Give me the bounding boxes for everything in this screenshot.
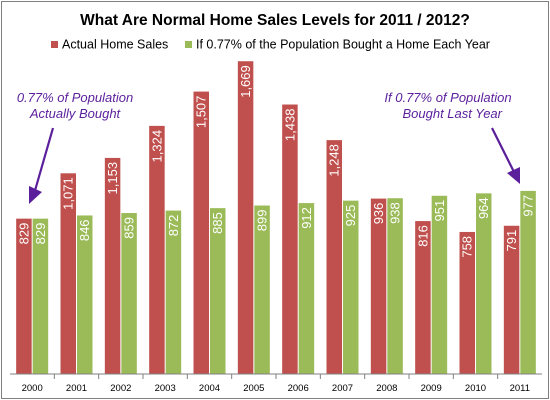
bar-label-actual-sales: 1,071: [61, 177, 76, 210]
legend-label-actual: Actual Home Sales: [62, 38, 168, 52]
bar-label-population-rate: 977: [521, 195, 536, 217]
bar-label-population-rate: 912: [299, 207, 314, 229]
bar-population-rate: [387, 198, 403, 374]
bar-label-population-rate: 899: [255, 210, 270, 232]
legend: Actual Home Sales If 0.77% of the Popula…: [51, 38, 490, 52]
bar-population-rate: [298, 203, 315, 374]
bar-population-rate: [254, 205, 270, 374]
bar-label-actual-sales: 936: [371, 203, 386, 225]
bar-population-rate: [476, 193, 492, 374]
bar-label-actual-sales: 1,438: [282, 109, 297, 142]
x-tick-label: 2011: [510, 383, 530, 394]
bar-label-actual-sales: 1,248: [327, 144, 342, 177]
bars-group: [16, 61, 536, 375]
x-ticks-group: 2000 2001 2002 2003 2004 2005 2006 2007 2008 2009…: [22, 374, 530, 394]
bar-label-population-rate: 951: [432, 200, 447, 222]
bar-label-actual-sales: 758: [460, 236, 475, 258]
bar-population-rate: [520, 190, 536, 374]
x-tick-label: 2005: [243, 383, 264, 394]
bar-label-population-rate: 964: [476, 197, 491, 219]
legend-swatch-population: [185, 41, 192, 48]
annotation-left-line-2: Actually Bought: [29, 106, 122, 121]
legend-swatch-actual: [51, 41, 58, 48]
bar-population-rate: [32, 218, 49, 374]
annotation-left-line-1: 0.77% of Population: [17, 90, 133, 105]
bar-actual-sales: [104, 157, 121, 374]
x-tick-label: 2008: [376, 383, 397, 394]
bar-label-population-rate: 846: [77, 219, 92, 241]
bar-label-actual-sales: 1,669: [238, 65, 253, 98]
bar-label-population-rate: 859: [122, 217, 137, 239]
bar-label-actual-sales: 829: [16, 223, 31, 245]
bar-actual-sales: [193, 91, 209, 375]
bar-actual-sales: [237, 61, 254, 374]
bar-label-actual-sales: 1,507: [194, 96, 209, 129]
chart-title: What Are Normal Home Sales Levels for 20…: [80, 12, 470, 29]
annotation-right-line-2: Bought Last Year: [402, 106, 502, 121]
bar-actual-sales: [326, 140, 342, 374]
x-tick-label: 2003: [155, 383, 176, 394]
bar-label-population-rate: 885: [210, 212, 225, 234]
bar-label-population-rate: 829: [33, 223, 48, 245]
bar-label-population-rate: 925: [343, 205, 358, 227]
bar-actual-sales: [60, 173, 76, 374]
bar-actual-sales: [370, 198, 387, 374]
x-tick-label: 2001: [66, 383, 87, 394]
bar-population-rate: [121, 213, 137, 374]
bar-label-population-rate: 938: [388, 202, 403, 224]
bar-actual-sales: [16, 218, 32, 374]
x-tick-label: 2002: [110, 383, 131, 394]
x-tick-label: 2009: [421, 383, 442, 394]
annotation-right-arrow: [491, 127, 520, 184]
bar-actual-sales: [149, 125, 165, 374]
bar-population-rate: [77, 215, 93, 374]
bar-actual-sales: [503, 225, 520, 374]
x-tick-label: 2007: [332, 383, 353, 394]
bar-label-actual-sales: 791: [504, 230, 519, 252]
bar-label-actual-sales: 1,153: [105, 162, 120, 195]
bar-population-rate: [431, 195, 448, 374]
annotations-group: 0.77% of Population Actually Bought If 0…: [17, 90, 520, 204]
x-tick-label: 2010: [465, 383, 486, 394]
bar-actual-sales: [459, 231, 475, 374]
bar-label-population-rate: 872: [166, 215, 181, 237]
legend-label-population: If 0.77% of the Population Bought a Home…: [196, 38, 490, 52]
bar-population-rate: [210, 208, 226, 374]
x-tick-label: 2004: [199, 383, 220, 394]
annotation-right-line-1: If 0.77% of Population: [384, 90, 511, 105]
bar-actual-sales: [415, 221, 431, 374]
annotation-left-arrow: [29, 127, 55, 204]
x-tick-label: 2000: [22, 383, 43, 394]
bar-actual-sales: [282, 104, 298, 374]
bar-population-rate: [343, 200, 359, 374]
x-tick-label: 2006: [288, 383, 309, 394]
bar-population-rate: [165, 210, 182, 374]
bar-label-actual-sales: 1,324: [149, 130, 164, 163]
bar-label-actual-sales: 816: [415, 225, 430, 247]
